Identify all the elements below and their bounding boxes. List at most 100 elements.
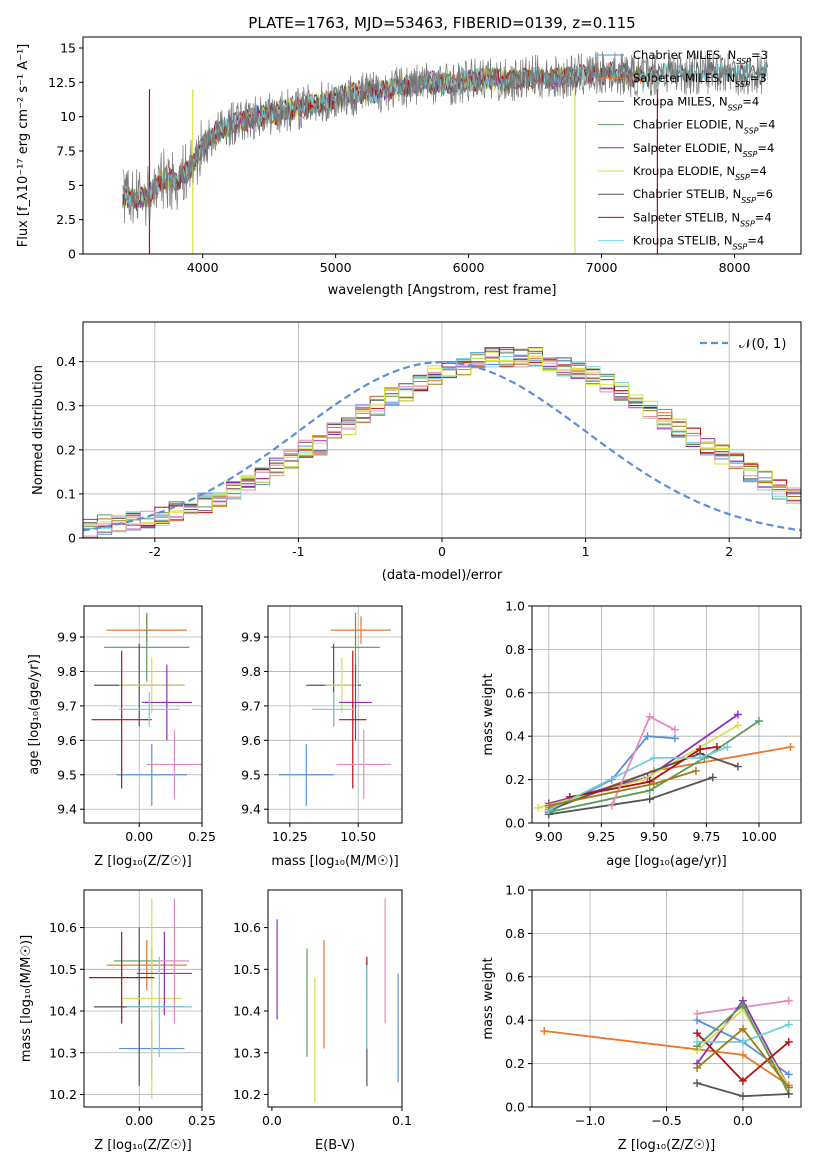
axes-frame [267,605,403,824]
plus-marker [708,773,717,782]
y-tick-label: 7.5 [56,143,76,158]
x-axis-label: Z [log₁₀(Z/Z☉)] [618,1138,715,1153]
y-tick-label: 10.5 [49,962,77,977]
y-tick-label: 10.6 [233,920,261,935]
x-tick-label: 9.50 [640,829,668,844]
y-tick-label: 10 [60,109,76,124]
x-tick-label: 5000 [320,260,352,275]
model-series-line [122,62,655,209]
plus-marker [738,1076,747,1085]
panel-1: -2 -1 0 1 2 0 0.1 0.2 0.3 0.4 (data-model)/error No… [31,321,802,583]
y-axis-label: Flux [f_λ10⁻¹⁷ erg cm⁻² s⁻¹ A⁻¹] [16,44,31,248]
plus-marker [670,725,679,734]
y-tick-label: 0.2 [505,1056,525,1071]
x-axis-label: Z [log₁₀(Z/Z☉)] [94,1138,191,1153]
x-tick-label: 0.25 [188,829,216,844]
panel-7: −1.0 −0.5 0.0 0.0 0.2 0.4 0.6 0.8 1.0 Z [log₁₀(Z/… [481,883,802,1153]
x-tick-label: 6000 [453,260,485,275]
plus-marker [540,1027,549,1036]
spectrum-plot [122,50,768,254]
legend-label: Salpeter ELODIE, NSSP=4 [633,141,774,159]
axes-frame [83,889,203,1108]
axes-frame [531,605,802,824]
plus-marker [670,734,679,743]
y-tick-label: 0.4 [56,354,76,369]
y-tick-label: 0.3 [56,398,76,413]
axes-frame [267,889,403,1108]
plus-marker [693,1037,702,1046]
legend-label: Salpeter STELIB, NSSP=4 [633,210,772,228]
legend: Chabrier MILES, NSSP=3 Salpeter MILES, NS… [598,48,775,251]
x-tick-label: 10.00 [741,829,777,844]
x-tick-label: 8000 [719,260,751,275]
y-tick-label: 0.6 [505,969,525,984]
legend-subscript: SSP [744,126,759,135]
x-axis-label: wavelength [Angstrom, rest frame] [328,283,557,298]
y-tick-label: 9.9 [57,630,77,645]
y-tick-label: 9.8 [241,664,261,679]
plus-marker [784,996,793,1005]
y-tick-label: 9.8 [57,664,77,679]
histogram-series-step [83,355,801,526]
y-tick-label: 10.5 [233,962,261,977]
y-tick-label: 5 [68,178,76,193]
x-tick-label: 9.00 [535,829,563,844]
plus-marker [696,745,705,754]
y-tick-label: 0.6 [505,685,525,700]
axes-frame [531,889,802,1108]
legend-label: Salpeter MILES, NSSP=3 [633,71,767,89]
y-tick-label: 0 [68,531,76,546]
legend-subscript: SSP [735,173,750,182]
y-axis-label: mass weight [481,957,496,1039]
plus-marker [723,743,732,752]
x-axis-label: E(B-V) [315,1138,355,1153]
y-tick-label: 9.6 [57,733,77,748]
plus-marker [645,786,654,795]
y-tick-label: 9.4 [241,802,261,817]
y-tick-label: 9.4 [57,802,77,817]
x-tick-label: 0.1 [392,1113,412,1128]
y-tick-label: 0.8 [505,642,525,657]
grid [84,606,203,823]
legend-label: Kroupa MILES, NSSP=4 [633,94,759,112]
plus-marker [645,795,654,804]
errorbar-plot [278,612,392,806]
mass-weight-plot [540,996,793,1101]
series-line [548,713,739,805]
errorbar-plot [91,612,202,806]
y-tick-label: 0 [68,247,76,262]
x-axis-label: mass [log₁₀(M/M☉)] [271,854,398,869]
x-tick-label: 0.0 [262,1113,282,1128]
x-axis-label: (data-model)/error [382,568,503,583]
y-tick-label: 0.8 [505,926,525,941]
axes-frame [82,36,802,255]
mass-weight-plot [534,710,795,819]
panels: 4000 5000 6000 7000 800002.557.51012.515wave… [16,36,802,1153]
y-axis-label: mass weight [481,673,496,755]
histogram-series-step [83,347,801,528]
plus-marker [607,801,616,810]
errorbar-plot [89,898,192,1099]
plus-marker [693,1009,702,1018]
y-tick-label: 10.2 [233,1087,261,1102]
plus-marker [649,779,658,788]
y-tick-label: 10.4 [49,1004,77,1019]
plus-marker [738,1024,747,1033]
panel-0: 4000 5000 6000 7000 8000 0 2.5 5 7.5 10 12.5 15 wave… [16,36,802,298]
y-axis-label: mass [log₁₀(M/M☉)] [19,935,34,1062]
y-tick-label: 10.4 [233,1004,261,1019]
y-tick-label: 0.0 [505,816,525,831]
legend-subscript: SSP [733,242,748,251]
y-tick-label: 10.2 [49,1087,77,1102]
y-tick-label: 10.3 [233,1045,261,1060]
plus-marker [784,1037,793,1046]
x-tick-label: -2 [149,544,161,559]
x-tick-label: 9.25 [587,829,615,844]
legend-subscript: SSP [735,80,750,89]
panel-3: 10.25 10.50 9.4 9.5 9.6 9.7 9.8 9.9 mass [log₁₀(… [241,605,403,869]
plus-marker [691,766,700,775]
x-axis-label: age [log₁₀(age/yr)] [606,854,727,869]
y-tick-label: 9.6 [241,733,261,748]
x-tick-label: 0 [438,544,446,559]
